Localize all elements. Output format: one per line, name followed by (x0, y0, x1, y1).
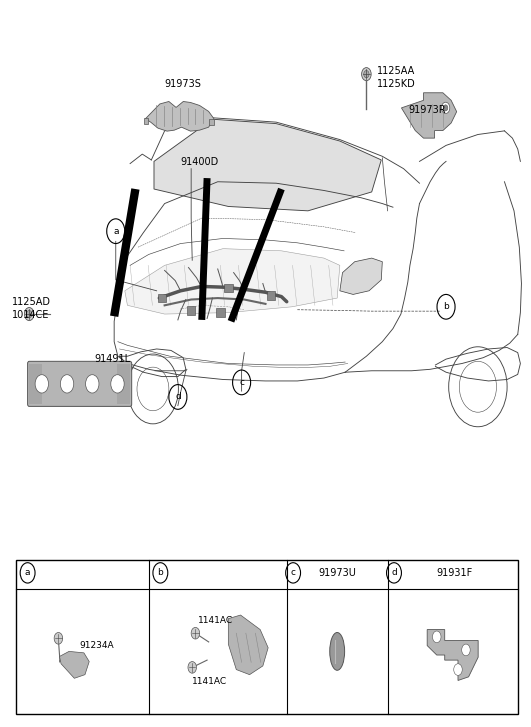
Bar (16, 560, 518, 714)
Text: 91400D: 91400D (181, 157, 219, 167)
Text: 1125AA: 1125AA (377, 66, 415, 76)
Text: 91973S: 91973S (165, 79, 202, 89)
Text: 1014CE: 1014CE (12, 310, 49, 320)
Bar (117, 364, 130, 404)
Text: 1125KD: 1125KD (377, 79, 416, 89)
Polygon shape (154, 119, 381, 211)
Circle shape (111, 374, 124, 393)
Text: 91973R: 91973R (409, 105, 447, 115)
Circle shape (364, 71, 369, 78)
Bar (187, 306, 195, 315)
Text: a: a (25, 569, 30, 577)
Polygon shape (59, 651, 89, 678)
Text: c: c (290, 569, 296, 577)
Circle shape (54, 632, 63, 644)
Text: a: a (113, 227, 118, 236)
Circle shape (61, 374, 74, 393)
Text: 91931F: 91931F (436, 568, 472, 578)
Circle shape (453, 664, 462, 675)
Circle shape (362, 68, 371, 81)
Polygon shape (145, 102, 214, 131)
Circle shape (24, 308, 34, 321)
Polygon shape (340, 258, 382, 294)
Text: b: b (443, 302, 449, 311)
Text: b: b (158, 569, 163, 577)
Polygon shape (125, 249, 340, 314)
Text: 1125AD: 1125AD (12, 297, 50, 307)
FancyBboxPatch shape (28, 361, 132, 406)
Text: c: c (239, 378, 244, 387)
Bar (143, 118, 148, 124)
Text: 1141AC: 1141AC (192, 678, 227, 686)
Text: 91973U: 91973U (318, 568, 356, 578)
Circle shape (462, 644, 470, 656)
Bar (216, 308, 225, 317)
Circle shape (188, 662, 196, 673)
Circle shape (443, 105, 448, 111)
Bar (224, 284, 233, 292)
Bar (209, 119, 213, 125)
Circle shape (441, 103, 450, 113)
Ellipse shape (330, 632, 345, 670)
Circle shape (191, 627, 200, 639)
Circle shape (27, 310, 32, 318)
Polygon shape (228, 615, 268, 675)
Text: d: d (391, 569, 397, 577)
Bar (158, 294, 166, 302)
Text: 91234A: 91234A (80, 641, 114, 650)
Text: 1141AC: 1141AC (198, 616, 233, 625)
Circle shape (85, 374, 99, 393)
Text: 91491L: 91491L (95, 353, 131, 364)
Circle shape (432, 631, 441, 643)
Bar (29, 364, 42, 404)
Bar (267, 291, 275, 300)
Text: d: d (175, 393, 181, 401)
Polygon shape (427, 630, 478, 680)
Polygon shape (401, 93, 457, 138)
Circle shape (35, 374, 48, 393)
